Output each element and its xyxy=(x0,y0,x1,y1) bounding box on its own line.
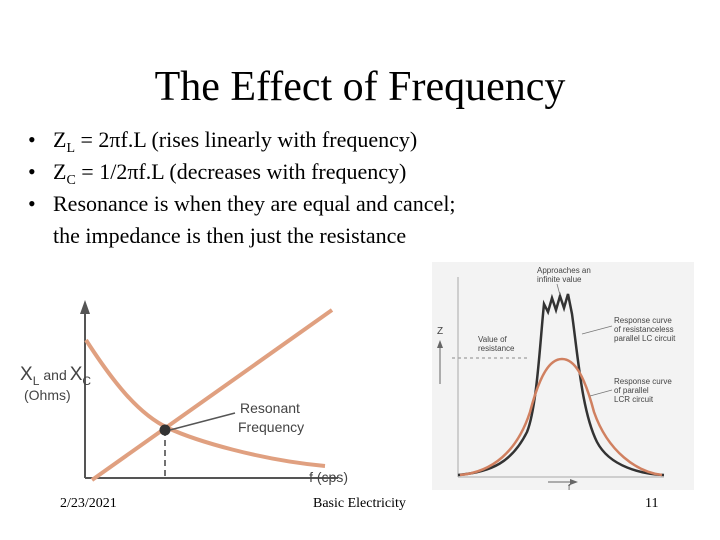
bullet-resonance-line2: the impedance is then just the resistanc… xyxy=(53,223,407,248)
y-label-and: and xyxy=(43,367,66,383)
bullet-marker: • xyxy=(28,127,36,152)
lcr-response-curve xyxy=(459,357,663,477)
lc-note-pointer xyxy=(581,325,613,335)
reactance-y-axis xyxy=(80,300,90,478)
resistance-note-line1: Value of xyxy=(478,335,508,344)
lc-note-line3: parallel LC circuit xyxy=(614,334,676,343)
resistance-note-line2: resistance xyxy=(478,344,515,353)
bullet-zc-text: = 1/2πf.L (decreases with frequency) xyxy=(75,159,407,184)
footer-date: 2/23/2021 xyxy=(60,496,117,511)
frequency-arrow xyxy=(548,479,578,485)
bullet-zl-symbol: Z xyxy=(53,127,67,152)
frequency-axis-label: f xyxy=(568,483,571,490)
annotation-frequency: Frequency xyxy=(238,419,304,435)
resonance-point xyxy=(159,424,171,436)
impedance-figure: Z Approaches an infinite value Value of … xyxy=(432,262,694,490)
footer-title: Basic Electricity xyxy=(313,496,406,511)
slide-title: The Effect of Frequency xyxy=(154,64,566,110)
lcr-note-line3: LCR circuit xyxy=(614,395,654,404)
bullet-zl-text: = 2πf.L (rises linearly with frequency) xyxy=(75,127,418,152)
bullet-marker: • xyxy=(28,159,36,184)
bullet-zc-symbol: Z xyxy=(53,159,67,184)
y-label-x: X xyxy=(20,364,33,385)
x-axis-label: f (cps) xyxy=(309,469,348,485)
lc-note-line2: of resistanceless xyxy=(614,325,674,334)
lcr-note-line1: Response curve xyxy=(614,377,672,386)
peak-note-line1: Approaches an xyxy=(537,266,591,275)
bullet-list: • ZL = 2πf.L (rises linearly with freque… xyxy=(28,124,548,252)
bullet-zl: • ZL = 2πf.L (rises linearly with freque… xyxy=(28,124,548,156)
reactance-figure: Resonant Frequency XL and XC (Ohms) f (cps… xyxy=(20,300,348,485)
y-label-sub-l: L xyxy=(33,374,40,388)
footer-page-number: 11 xyxy=(645,496,659,511)
peak-note-pointer xyxy=(556,283,561,296)
bullet-zl-subscript: L xyxy=(66,141,76,156)
lcr-note-pointer xyxy=(589,389,613,397)
lc-response-curve xyxy=(457,291,665,477)
inductive-reactance-line xyxy=(90,308,334,482)
y-axis-unit: (Ohms) xyxy=(24,387,71,403)
bullet-zc: • ZC = 1/2πf.L (decreases with frequency… xyxy=(28,156,548,188)
z-axis-label: Z xyxy=(437,326,443,337)
bullet-marker: • xyxy=(28,191,36,216)
bullet-resonance: • Resonance is when they are equal and c… xyxy=(28,188,548,252)
lc-note-line1: Response curve xyxy=(614,316,672,325)
peak-note-line2: infinite value xyxy=(537,275,582,284)
figure-background xyxy=(432,262,694,490)
z-axis xyxy=(437,340,443,384)
annotation-resonant: Resonant xyxy=(240,400,300,416)
y-label-x2: X xyxy=(70,364,83,385)
annotation-pointer xyxy=(169,412,236,431)
bullet-resonance-line1: Resonance is when they are equal and can… xyxy=(53,191,456,216)
bullet-zc-subscript: C xyxy=(66,173,76,188)
lcr-note-line2: of parallel xyxy=(614,386,649,395)
y-axis-label-xl: XL and XC xyxy=(20,364,91,388)
y-label-sub-c: C xyxy=(82,374,91,388)
